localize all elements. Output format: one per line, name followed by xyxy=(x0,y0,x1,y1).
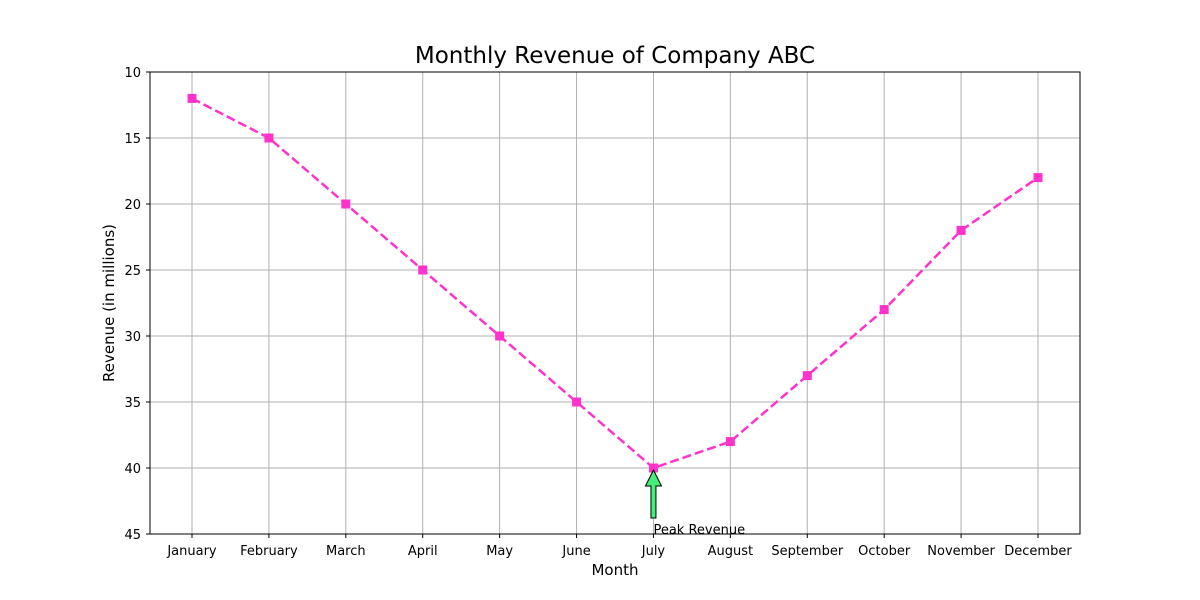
y-tick-label: 40 xyxy=(124,462,141,477)
x-tick-label: November xyxy=(927,544,995,559)
x-tick-label: December xyxy=(1004,544,1072,559)
annotation-label: Peak Revenue xyxy=(653,523,745,538)
data-point-march xyxy=(341,199,351,209)
x-tick-label: March xyxy=(326,544,366,559)
x-tick-label: April xyxy=(408,544,438,559)
y-tick-label: 35 xyxy=(124,396,141,411)
data-point-december xyxy=(1033,173,1043,183)
data-point-august xyxy=(725,437,735,447)
x-axis-title: Month xyxy=(591,561,638,579)
data-point-may xyxy=(495,331,505,341)
data-point-january xyxy=(187,93,197,103)
y-tick-label: 45 xyxy=(124,528,141,543)
y-tick-label: 20 xyxy=(124,198,141,213)
data-point-april xyxy=(418,265,428,275)
x-tick-label: August xyxy=(708,544,754,559)
x-tick-label: June xyxy=(561,544,590,559)
data-point-july xyxy=(648,463,658,473)
y-tick-label: 25 xyxy=(124,264,141,279)
data-point-november xyxy=(956,225,966,235)
annotations: Peak Revenue xyxy=(644,468,745,538)
plot-frame xyxy=(149,71,1081,535)
data-point-february xyxy=(264,133,274,143)
data-point-september xyxy=(802,371,812,381)
grid xyxy=(150,71,1080,535)
axes: January February March April May June July Augu… xyxy=(124,66,1072,559)
y-axis-title: Revenue (in millions) xyxy=(100,224,118,382)
y-tick-label: 15 xyxy=(124,132,141,147)
x-tick-label: October xyxy=(858,544,911,559)
data-point-june xyxy=(572,397,582,407)
y-tick-label: 30 xyxy=(124,330,141,345)
x-tick-label: July xyxy=(641,544,666,559)
data-point-october xyxy=(879,305,889,315)
plot-area xyxy=(187,93,1043,473)
series-line xyxy=(191,97,1039,470)
x-tick-label: February xyxy=(240,544,298,559)
chart-title: Monthly Revenue of Company ABC xyxy=(415,43,815,69)
x-tick-label: September xyxy=(771,544,844,559)
x-tick-label: January xyxy=(166,544,217,559)
y-tick-label: 10 xyxy=(124,66,141,81)
x-tick-label: May xyxy=(486,544,513,559)
arrow-up-icon xyxy=(644,468,663,519)
